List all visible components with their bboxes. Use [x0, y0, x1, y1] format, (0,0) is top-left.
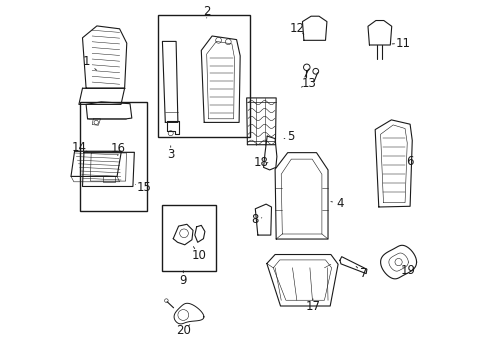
Text: 9: 9	[179, 274, 187, 287]
Bar	[80, 102, 146, 211]
Text: 5: 5	[287, 130, 294, 143]
Text: 8: 8	[251, 213, 259, 226]
Text: 16: 16	[110, 142, 125, 155]
Text: 18: 18	[253, 156, 267, 169]
Text: 10: 10	[192, 249, 206, 262]
Bar	[158, 15, 249, 137]
Text: 6: 6	[406, 156, 413, 168]
Text: 15: 15	[136, 181, 151, 194]
Text: 14: 14	[71, 141, 86, 154]
Text: 2: 2	[203, 5, 210, 18]
Text: 13: 13	[301, 77, 316, 90]
Text: 7: 7	[359, 267, 366, 280]
Text: 1: 1	[82, 55, 90, 68]
Text: 17: 17	[305, 300, 320, 313]
Bar	[162, 205, 215, 271]
Text: 20: 20	[176, 324, 190, 337]
Text: 11: 11	[395, 37, 409, 50]
Text: 4: 4	[335, 197, 343, 210]
Text: 12: 12	[288, 22, 304, 35]
Text: 3: 3	[167, 148, 174, 161]
Text: 19: 19	[400, 264, 415, 277]
